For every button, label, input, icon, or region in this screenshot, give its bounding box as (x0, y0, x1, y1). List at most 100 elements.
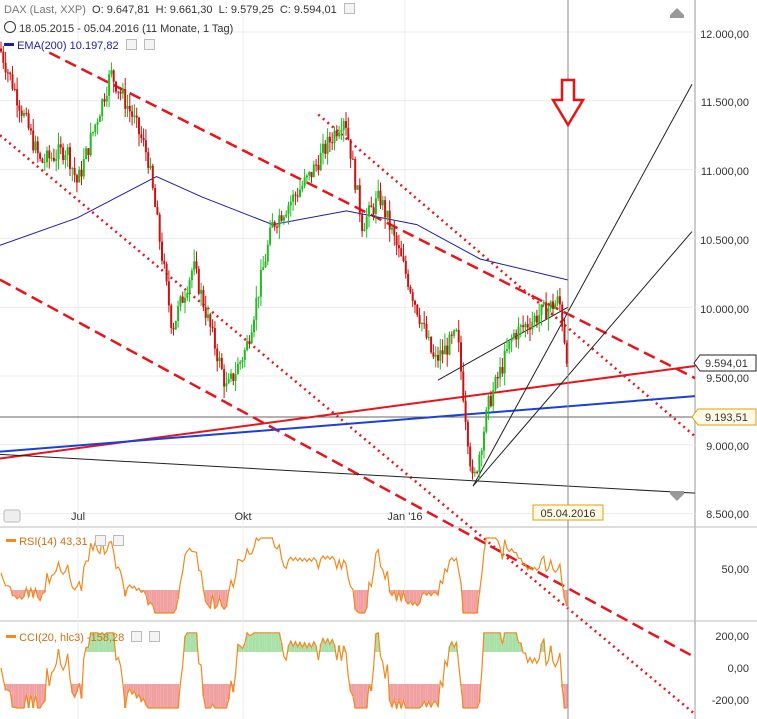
candle-body (124, 89, 127, 109)
candle-body (485, 409, 488, 432)
candle-body (59, 144, 62, 148)
candle-body (563, 326, 566, 343)
candle-body (82, 159, 85, 177)
candle-body (149, 165, 152, 168)
candle-body (554, 303, 557, 309)
candle-body (361, 214, 364, 232)
candle-body (287, 205, 290, 215)
x-tick: Jan '16 (387, 511, 422, 523)
candle-body (29, 128, 32, 131)
cci-close-icon[interactable] (149, 631, 161, 642)
scroll-up-icon[interactable] (670, 8, 684, 15)
candle-body (96, 121, 99, 125)
clock-icon (4, 21, 16, 33)
trendline (317, 113, 696, 438)
candle-body (69, 147, 71, 169)
rsi-close-icon[interactable] (112, 535, 124, 546)
candle-body (204, 307, 207, 318)
candle-body (216, 348, 219, 362)
candle-body (303, 177, 306, 186)
candle-body (409, 286, 412, 293)
candle-body (200, 290, 203, 294)
candle-body (407, 273, 410, 287)
cci-settings-icon[interactable] (131, 631, 143, 642)
candle-body (319, 152, 322, 171)
instrument-label: DAX (Last, XXP) (4, 4, 86, 16)
candle-body (460, 342, 462, 372)
candle-body (172, 327, 175, 330)
candle-body (379, 190, 382, 206)
candle-body (558, 296, 561, 305)
settings-icon[interactable] (343, 3, 355, 14)
candle-body (230, 373, 232, 379)
candle-body (462, 371, 465, 401)
cci-y-tick: 200,00 (715, 631, 749, 643)
candle-body (50, 157, 53, 159)
candle-body (147, 152, 150, 168)
price-tag-cursor-text: 9.193,51 (705, 412, 748, 424)
panel-toggle-icon[interactable] (3, 509, 21, 523)
candle-body (209, 314, 212, 327)
scroll-down-icon[interactable] (670, 494, 684, 501)
candle-body (257, 296, 260, 298)
candle-body (163, 260, 166, 264)
wedge-line (437, 306, 569, 381)
candle-body (402, 256, 405, 262)
candle-body (144, 140, 147, 153)
date-range: 18.05.2015 - 05.04.2016 (11 Monate, 1 Ta… (19, 23, 234, 35)
candle-body (115, 81, 117, 92)
candle-body (296, 195, 299, 197)
candle-body (476, 471, 479, 473)
cci-label: CCI(20, hlc3) (19, 632, 84, 644)
y-tick: 10.000,00 (700, 304, 749, 316)
cci-swatch-icon (6, 635, 16, 638)
candle-body (397, 245, 400, 249)
candle-body (496, 376, 499, 379)
candle-body (335, 130, 338, 137)
candle-body (133, 115, 136, 117)
ema-header: EMA(200) 10.197,82 (4, 39, 155, 52)
candle-body (195, 261, 198, 269)
candle-body (338, 132, 341, 137)
candle-body (494, 376, 497, 390)
ema-settings-icon[interactable] (125, 39, 137, 50)
y-tick: 12.000,00 (700, 29, 749, 41)
candle-body (388, 210, 391, 230)
candle-body (202, 290, 205, 308)
rsi-settings-icon[interactable] (94, 535, 106, 546)
candle-body (386, 210, 389, 218)
candle-body (225, 383, 228, 387)
date-tag: 05.04.2016 (532, 504, 604, 521)
candle-body (524, 324, 527, 328)
candle-body (75, 175, 78, 183)
candle-body (119, 91, 122, 94)
fan-line (472, 231, 693, 487)
candle-body (85, 148, 88, 160)
candle-body (294, 194, 297, 196)
candle-body (32, 130, 35, 151)
candle-body (441, 350, 444, 355)
candle-body (207, 314, 209, 318)
candle-body (108, 74, 111, 96)
candle-body (223, 368, 226, 387)
cci-y-tick: -200,00 (712, 695, 749, 707)
price-panel[interactable] (0, 0, 695, 525)
candle-body (262, 267, 265, 270)
candle-body (269, 227, 272, 245)
candle-body (414, 300, 416, 305)
price-tag-close-text: 9.594,01 (705, 358, 748, 370)
candle-body (533, 315, 536, 322)
candle-body (510, 338, 513, 342)
candle-body (292, 194, 295, 202)
candle-body (349, 139, 352, 159)
ohlc-header: DAX (Last, XXP) O: 9.647,81 H: 9.661,30 … (4, 3, 355, 16)
candle-body (365, 216, 368, 230)
trendline (0, 453, 696, 494)
ema-close-icon[interactable] (143, 39, 155, 50)
high-value: H: 9.661,30 (155, 4, 213, 16)
candle-body (499, 367, 502, 379)
candle-body (126, 105, 129, 109)
candle-body (46, 150, 48, 163)
candle-body (186, 293, 189, 298)
